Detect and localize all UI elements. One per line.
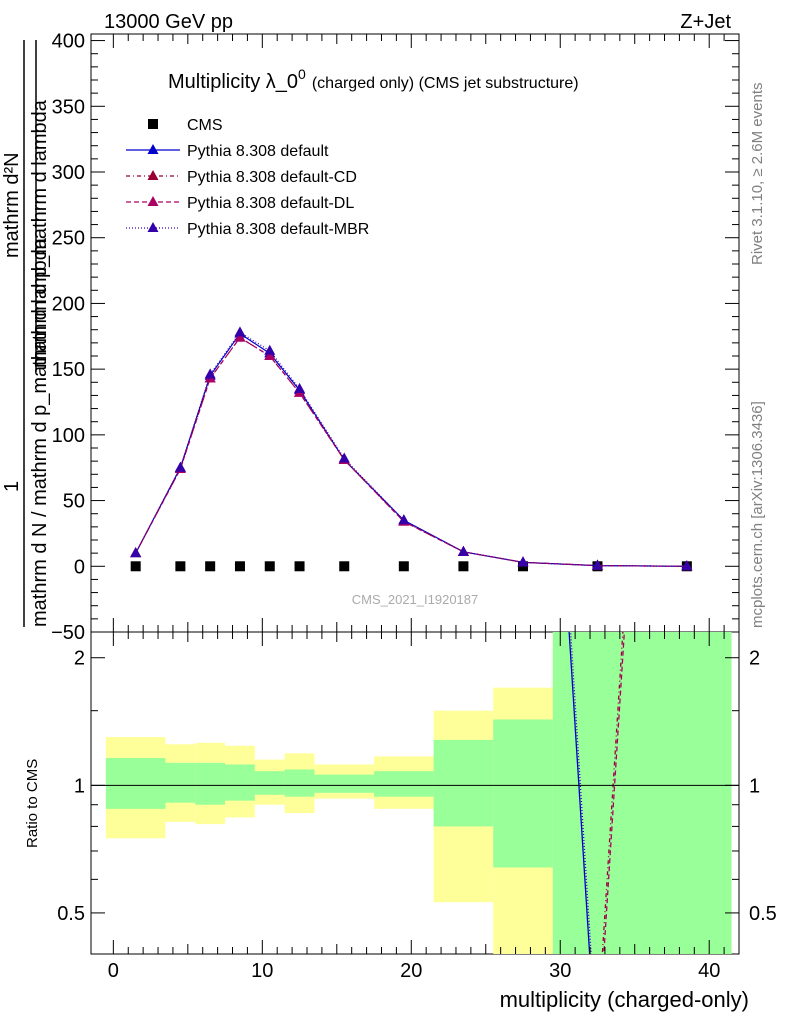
- x-tick-label: 20: [400, 960, 422, 982]
- uncertainty-band-inner: [552, 632, 732, 954]
- ratio-y-tick-label-right: 1: [749, 775, 760, 797]
- y-tick-label: 350: [52, 96, 85, 118]
- plot-title-superscript: 0: [298, 66, 306, 82]
- ratio-axes: 0 10 20 30 40 0.5 0.5 1 1 2 2: [57, 632, 777, 982]
- legend-label: Pythia 8.308 default-CD: [187, 169, 357, 186]
- cms-data-point: [175, 561, 186, 572]
- series-marker-default-mbr: [398, 514, 410, 525]
- x-tick-label: 0: [108, 960, 119, 982]
- main-plot: −50 0 50 100 150 200 250 300 350 400 Multiplicity…: [51, 31, 740, 644]
- plot-title-tail: (charged only) (CMS jet substructure): [312, 75, 579, 92]
- legend-label: Pythia 8.308 default-MBR: [187, 221, 369, 238]
- series-marker-default-mbr: [457, 545, 469, 556]
- ratio-plot: 0 10 20 30 40 0.5 0.5 1 1 2 2 Ratio to CMS multipl…: [24, 631, 777, 1012]
- ratio-y-tick-label-right: 2: [749, 648, 760, 670]
- series-marker-default-mbr: [681, 560, 693, 571]
- y-tick-label: 200: [52, 293, 85, 315]
- x-tick-label: 10: [251, 960, 273, 982]
- main-y-axis: −50 0 50 100 150 200 250 300 350 400: [51, 31, 739, 644]
- ratio-plot-data: [91, 632, 739, 954]
- series-marker-default-mbr: [294, 382, 306, 393]
- ratio-line-default-cd: [601, 632, 624, 954]
- ratio-line-default: [568, 632, 591, 954]
- uncertainty-band-inner: [195, 762, 226, 805]
- cms-data-point: [130, 561, 141, 572]
- legend-marker-cms: [148, 119, 158, 129]
- legend-marker-default-mbr: [147, 222, 159, 232]
- series-marker-default-dl: [264, 350, 276, 360]
- main-y-label: mathrm d²N mathrm d p_mathrm d lambda 1 …: [1, 40, 51, 627]
- series-marker-default-mbr: [174, 461, 186, 472]
- rivet-version-label: Rivet 3.1.10, ≥ 2.6M events: [749, 83, 766, 266]
- uncertainty-band-inner: [433, 739, 494, 827]
- plot-title-main: Multiplicity λ_0: [168, 71, 298, 93]
- legend-marker-default-dl: [147, 196, 159, 206]
- mcplots-label: mcplots.cern.ch [arXiv:1306.3436]: [749, 401, 766, 628]
- legend-label: Pythia 8.308 default-DL: [187, 195, 354, 212]
- legend-marker-default: [147, 144, 159, 154]
- x-axis-label: multiplicity (charged-only): [500, 987, 749, 1012]
- y-tick-label: 150: [52, 359, 85, 381]
- cms-data-point: [234, 561, 245, 572]
- series-marker-default-mbr: [130, 547, 142, 558]
- series-line-default-dl: [135, 336, 687, 567]
- series-marker-default-mbr: [204, 368, 216, 379]
- y-tick-label: 400: [52, 31, 85, 53]
- y-tick-label: 250: [52, 228, 85, 250]
- y-label-numerator-lower: mathrm d p_mathrm d lambda: [29, 99, 51, 368]
- ratio-y-tick-label: 0.5: [57, 903, 85, 925]
- cms-data-point: [339, 561, 350, 572]
- series-marker-default-mbr: [338, 452, 350, 463]
- legend-marker-default-cd: [147, 170, 159, 180]
- main-plot-data: [130, 326, 693, 572]
- cms-data-point: [205, 561, 216, 572]
- series-marker-default-mbr: [591, 559, 603, 570]
- ratio-y-tick-label: 2: [74, 648, 85, 670]
- process-label: Z+Jet: [680, 11, 731, 33]
- y-label-denominator: mathrm d N / mathrm d p_mathrm d lambda: [29, 237, 51, 627]
- uncertainty-band-inner: [225, 764, 255, 801]
- y-label-one: 1: [1, 481, 23, 492]
- cms-data-point: [398, 561, 409, 572]
- plot-title: Multiplicity λ_00 (charged only) (CMS jet…: [168, 66, 579, 93]
- y-tick-label: 0: [74, 556, 85, 578]
- legend-label: CMS: [187, 117, 223, 134]
- legend-label: Pythia 8.308 default: [187, 143, 329, 160]
- y-tick-label: −50: [51, 622, 85, 644]
- uncertainty-band-inner: [374, 771, 434, 797]
- legend: CMS Pythia 8.308 default Pythia 8.308 defa…: [126, 117, 369, 238]
- uncertainty-band-inner: [284, 769, 315, 797]
- uncertainty-band-inner: [493, 719, 553, 868]
- ratio-y-tick-label-right: 0.5: [749, 903, 777, 925]
- uncertainty-band-inner: [254, 771, 285, 795]
- y-tick-label: 50: [63, 491, 85, 513]
- ratio-line-default-dl: [603, 632, 625, 954]
- uncertainty-band-inner: [105, 758, 166, 809]
- main-plot-frame: [90, 33, 740, 633]
- ratio-y-tick-label: 1: [74, 775, 85, 797]
- uncertainty-band-inner: [314, 774, 375, 793]
- cms-data-point: [458, 561, 469, 572]
- y-tick-label: 300: [52, 162, 85, 184]
- uncertainty-band-inner: [165, 762, 196, 803]
- main-x-ticks: [112, 34, 725, 632]
- series-marker-default-mbr: [234, 326, 246, 337]
- ratio-y-label: Ratio to CMS: [24, 759, 41, 848]
- energy-label: 13000 GeV pp: [104, 11, 233, 33]
- x-tick-label: 30: [549, 960, 571, 982]
- y-label-numerator: mathrm d²N: [1, 152, 23, 258]
- series-marker-default-mbr: [517, 556, 529, 567]
- cms-data-point: [294, 561, 305, 572]
- watermark: CMS_2021_I1920187: [352, 592, 479, 607]
- series-marker-default-mbr: [264, 344, 276, 355]
- series-marker-default-dl: [234, 331, 246, 342]
- ratio-line-default-mbr: [569, 632, 592, 954]
- y-tick-label: 100: [52, 425, 85, 447]
- x-tick-label: 40: [698, 960, 720, 982]
- cms-data-point: [264, 561, 275, 572]
